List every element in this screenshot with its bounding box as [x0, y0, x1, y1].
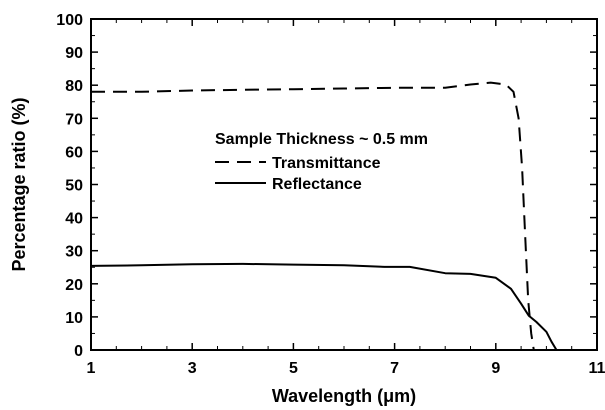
x-tick-label: 1: [87, 360, 96, 377]
y-tick-label: 20: [65, 277, 83, 294]
y-tick-label: 70: [65, 111, 83, 128]
y-tick-label: 30: [65, 244, 83, 261]
series-line-transmittance: [91, 81, 535, 351]
annotation-text: Sample Thickness ~ 0.5 mm: [215, 131, 428, 148]
y-tick-label: 90: [65, 45, 83, 62]
x-axis-title: Wavelength (μm): [272, 386, 416, 406]
legend-label-reflectance: Reflectance: [272, 176, 362, 193]
y-tick-label: 10: [65, 310, 83, 327]
x-tick-label: 11: [589, 360, 605, 377]
y-tick-label: 50: [65, 178, 83, 195]
x-tick-label: 7: [390, 360, 399, 377]
y-axis-title: Percentage ratio (%): [9, 97, 29, 271]
y-tick-label: 40: [65, 211, 83, 228]
x-tick-label: 9: [491, 360, 500, 377]
y-tick-label: 0: [74, 343, 83, 360]
x-tick-label: 5: [289, 360, 298, 377]
x-tick-label: 3: [188, 360, 197, 377]
legend-label-transmittance: Transmittance: [272, 155, 381, 172]
y-tick-label: 60: [65, 144, 83, 161]
y-tick-label: 100: [56, 12, 83, 29]
series-line-reflectance: [90, 262, 558, 351]
y-tick-label: 80: [65, 78, 83, 95]
